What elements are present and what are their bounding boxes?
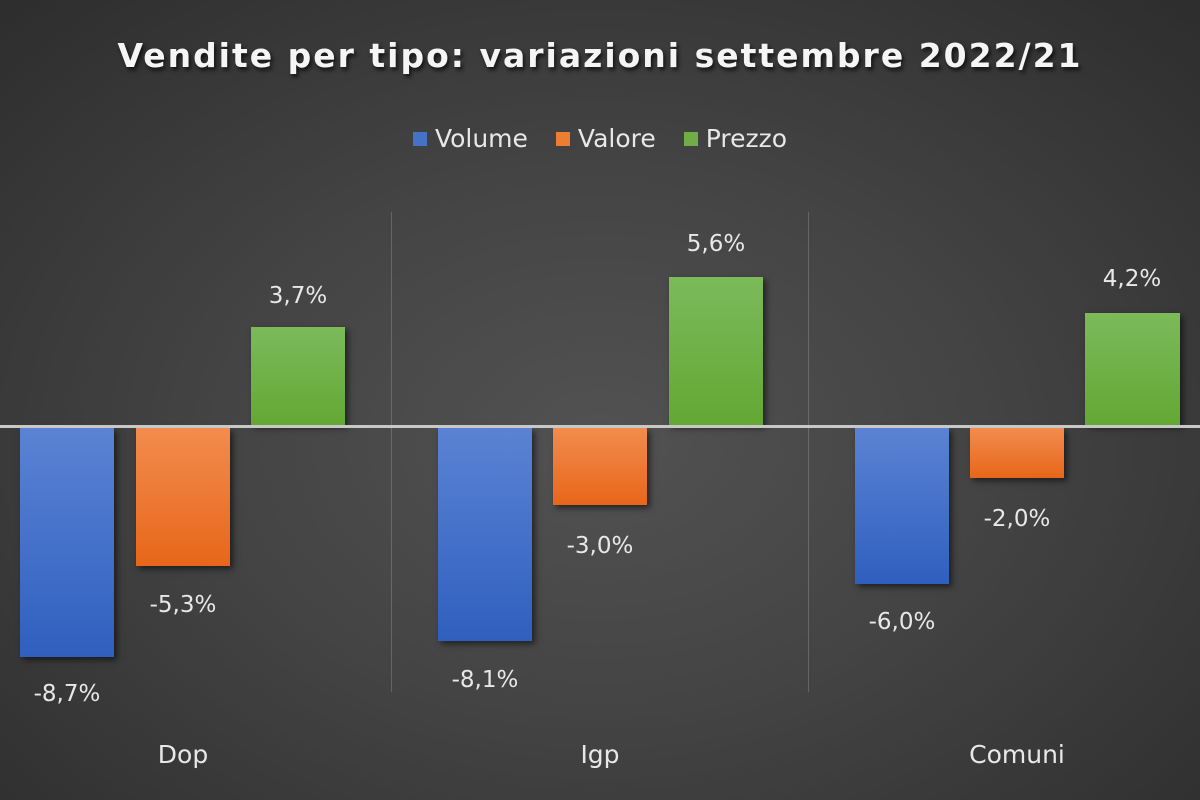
- data-label-igp-prezzo: 5,6%: [686, 231, 746, 257]
- bar-igp-volume: [438, 428, 532, 641]
- category-divider: [808, 212, 809, 692]
- data-label-comuni-valore: -2,0%: [983, 506, 1051, 532]
- bar-comuni-valore: [970, 428, 1064, 478]
- legend-item-prezzo: Prezzo: [683, 124, 788, 153]
- category-divider: [391, 212, 392, 692]
- data-label-dop-prezzo: 3,7%: [268, 283, 328, 309]
- data-label-dop-valore: -5,3%: [149, 592, 217, 618]
- legend-item-valore: Valore: [555, 124, 656, 153]
- zero-axis-line: [0, 425, 1200, 428]
- legend-swatch-volume: [412, 131, 427, 146]
- bar-dop-valore: [136, 428, 230, 566]
- category-label-dop: Dop: [157, 740, 209, 769]
- bar-dop-volume: [20, 428, 114, 657]
- bar-igp-prezzo: [669, 277, 763, 425]
- legend-label-prezzo: Prezzo: [705, 124, 788, 153]
- category-label-igp: Igp: [580, 740, 620, 769]
- data-label-igp-valore: -3,0%: [566, 533, 634, 559]
- data-label-comuni-volume: -6,0%: [868, 609, 936, 635]
- legend-swatch-prezzo: [683, 131, 698, 146]
- data-label-dop-volume: -8,7%: [33, 681, 101, 707]
- legend-label-valore: Valore: [577, 124, 656, 153]
- bar-comuni-prezzo: [1085, 313, 1180, 425]
- legend-swatch-valore: [555, 131, 570, 146]
- legend-label-volume: Volume: [434, 124, 528, 153]
- bar-dop-prezzo: [251, 327, 345, 425]
- data-label-comuni-prezzo: 4,2%: [1102, 266, 1162, 292]
- category-label-comuni: Comuni: [969, 740, 1065, 769]
- data-label-igp-volume: -8,1%: [451, 667, 519, 693]
- legend: Volume Valore Prezzo: [0, 124, 1200, 153]
- chart-title: Vendite per tipo: variazioni settembre 2…: [117, 36, 1083, 75]
- bar-igp-valore: [553, 428, 647, 505]
- bar-comuni-volume: [855, 428, 949, 584]
- legend-item-volume: Volume: [412, 124, 528, 153]
